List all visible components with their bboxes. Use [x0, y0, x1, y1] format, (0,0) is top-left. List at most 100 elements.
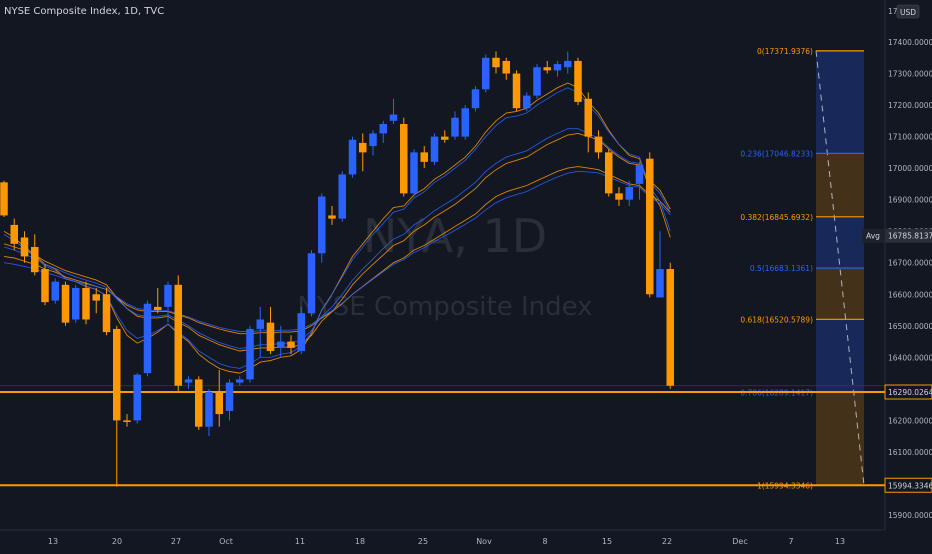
candle	[615, 187, 623, 206]
candle	[195, 376, 203, 430]
candle-body	[92, 294, 100, 301]
candle-body	[430, 136, 439, 162]
y-tick-label: 16200.0000	[888, 416, 932, 425]
candle	[451, 111, 459, 140]
candle-body	[133, 374, 141, 421]
y-tick-label: 17300.0000	[888, 70, 932, 79]
avg-price-label: 16785.8137	[888, 232, 932, 241]
candle	[10, 218, 18, 251]
candle-body	[502, 60, 510, 74]
candle-body	[0, 182, 8, 216]
candle	[646, 152, 654, 298]
candle	[133, 373, 141, 424]
candle-body	[20, 237, 29, 257]
candle-body	[287, 341, 295, 348]
fib-zone	[816, 153, 864, 217]
candle-body	[441, 136, 449, 140]
candle	[20, 231, 29, 263]
candle-body	[512, 73, 521, 109]
candle-body	[656, 269, 664, 298]
symbol-title: NYSE Composite Index, 1D, TVC	[4, 6, 165, 17]
x-tick-label: Oct	[219, 537, 233, 546]
candle	[61, 281, 70, 326]
candle	[154, 287, 162, 314]
candle-body	[338, 174, 346, 219]
candle	[287, 335, 295, 355]
candle	[164, 281, 172, 323]
fib-level-label: 0.236(17046.8233)	[740, 149, 813, 158]
candle-body	[307, 253, 316, 314]
candle	[359, 133, 367, 172]
candle-body	[646, 158, 654, 295]
candle	[174, 275, 182, 393]
y-tick-label: 16100.0000	[888, 448, 932, 457]
candle	[348, 136, 357, 178]
candle	[205, 388, 213, 437]
candle	[338, 171, 346, 222]
candle-body	[666, 269, 674, 386]
candle	[594, 130, 603, 159]
price-tag	[884, 384, 932, 400]
candle	[123, 414, 131, 427]
fib-zone	[816, 268, 864, 320]
candle-body	[379, 123, 387, 134]
x-tick-label: 20	[112, 537, 122, 546]
candle	[543, 60, 551, 74]
candle	[225, 379, 234, 421]
price-tag-label: 16290.0264	[888, 388, 932, 397]
watermark-ticker: NYA, 1D	[363, 209, 547, 263]
candle-body	[205, 392, 213, 427]
y-tick-label: 16600.0000	[888, 290, 932, 299]
fib-level-label: 0.618(16520.5789)	[740, 315, 813, 324]
moving-average-line	[3, 87, 671, 369]
candle-body	[492, 57, 500, 68]
candle-body	[369, 133, 377, 147]
candle-body	[605, 152, 613, 194]
candle	[584, 92, 592, 153]
candle-body	[143, 303, 152, 374]
candle-body	[359, 142, 367, 153]
candle-body	[318, 196, 326, 254]
candle-body	[31, 246, 39, 273]
candle-body	[184, 379, 193, 383]
candle-body	[82, 287, 90, 320]
fib-level-label: 0.5(16683.1361)	[750, 264, 813, 273]
candle	[113, 325, 121, 487]
candle-body	[451, 117, 459, 137]
candle-body	[523, 95, 531, 109]
candle-body	[615, 193, 623, 200]
candle	[184, 376, 193, 389]
x-tick-label: 7	[788, 537, 793, 546]
price-tag-label: 15994.3346	[888, 481, 932, 490]
candle	[41, 264, 49, 306]
candle-body	[51, 281, 59, 301]
fib-zone	[816, 50, 864, 154]
candle-body	[236, 379, 244, 383]
avg-tag-label: Avg	[866, 232, 880, 241]
candle-body	[594, 136, 603, 153]
candle	[92, 287, 100, 314]
candle-body	[61, 284, 70, 323]
candle-body	[482, 57, 490, 90]
candle-body	[574, 60, 582, 102]
candle	[625, 180, 633, 206]
candle-body	[533, 67, 541, 96]
x-tick-label: 27	[171, 537, 181, 546]
y-tick-label: 16400.0000	[888, 353, 932, 362]
candle	[236, 376, 244, 386]
candle	[430, 133, 439, 165]
candle	[0, 180, 8, 218]
candle	[102, 287, 111, 336]
price-axis	[885, 0, 932, 550]
candle	[635, 161, 644, 200]
candle-body	[564, 60, 572, 68]
candle-body	[113, 328, 121, 421]
candle-body	[225, 382, 234, 411]
candle-body	[348, 139, 357, 175]
x-tick-label: 22	[662, 537, 672, 546]
y-tick-label: 17400.0000	[888, 38, 932, 47]
y-tick-label: 16500.0000	[888, 322, 932, 331]
x-tick-label: Dec	[732, 537, 747, 546]
